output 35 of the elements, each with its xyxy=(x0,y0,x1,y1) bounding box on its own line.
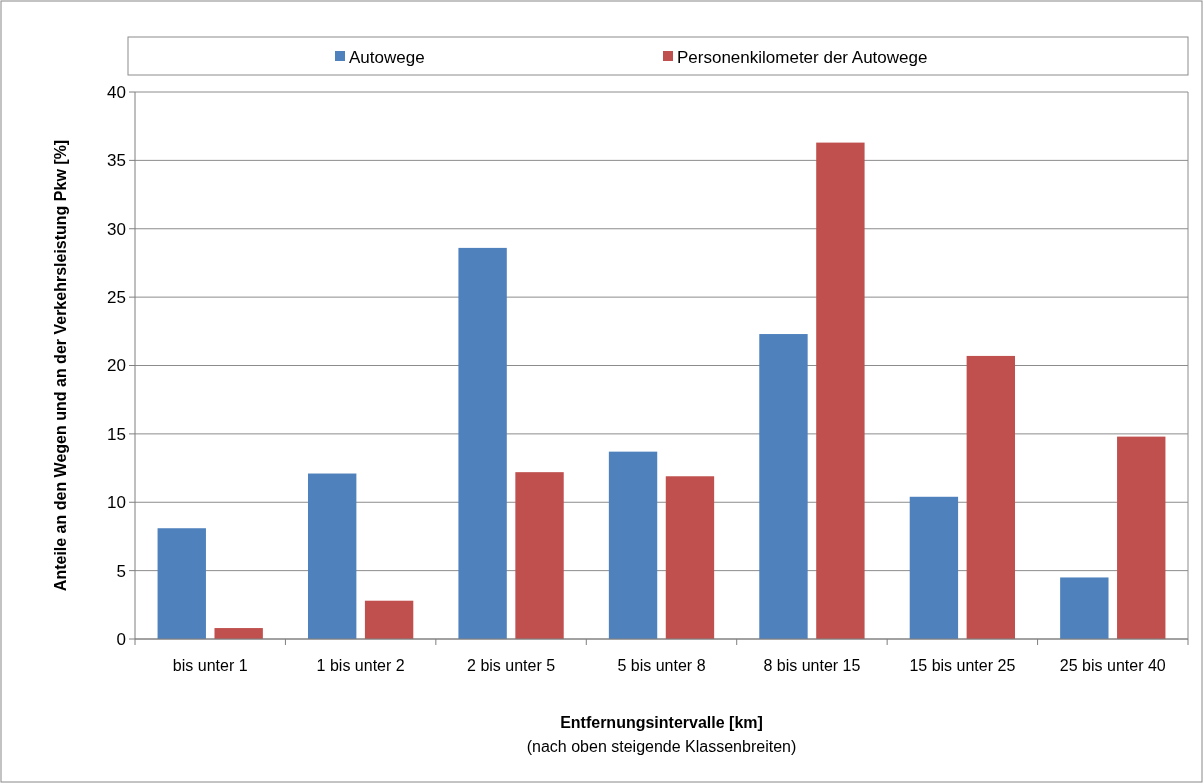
bar xyxy=(665,476,715,639)
bar xyxy=(364,600,414,639)
x-axis-title: Entfernungsintervalle [km] xyxy=(560,714,763,731)
bar xyxy=(458,247,507,639)
text: (nach oben steigende Klassenbreiten) xyxy=(526,738,797,755)
y-tick-label: 25 xyxy=(107,288,126,308)
y-tick-label: 35 xyxy=(107,151,126,171)
y-tick-label: 15 xyxy=(107,424,126,444)
x-tick-label: 15 bis unter 25 xyxy=(909,657,1016,674)
bar xyxy=(157,528,206,639)
bar xyxy=(816,142,865,639)
x-tick-label: bis unter 1 xyxy=(172,657,248,674)
bar xyxy=(759,334,808,639)
y-tick-label: 30 xyxy=(107,219,126,239)
y-tick-label: 5 xyxy=(116,561,126,581)
y-tick-label: 0 xyxy=(116,629,126,649)
bar xyxy=(1060,577,1109,639)
x-tick-label: 1 bis unter 2 xyxy=(316,657,405,674)
x-tick-label: 25 bis unter 40 xyxy=(1059,657,1166,674)
legend-label: Autowege xyxy=(349,47,425,67)
bar xyxy=(608,451,658,639)
bar xyxy=(515,472,564,639)
x-tick-label: 8 bis unter 15 xyxy=(763,657,861,674)
y-tick-label: 20 xyxy=(107,356,126,376)
y-tick-label: 10 xyxy=(107,493,126,513)
bar xyxy=(909,496,959,639)
y-axis-title: Anteile an den Wegen und an der Verkehrsleistung Pkw [%] xyxy=(52,139,69,592)
bar xyxy=(307,473,357,639)
x-tick-label: 2 bis unter 5 xyxy=(467,657,556,674)
bar xyxy=(214,628,263,639)
bar xyxy=(966,355,1016,639)
legend-label: Personenkilometer der Autowege xyxy=(677,47,928,67)
x-tick-label: 5 bis unter 8 xyxy=(617,657,706,674)
y-tick-label: 40 xyxy=(107,82,126,102)
bar xyxy=(1117,436,1166,639)
